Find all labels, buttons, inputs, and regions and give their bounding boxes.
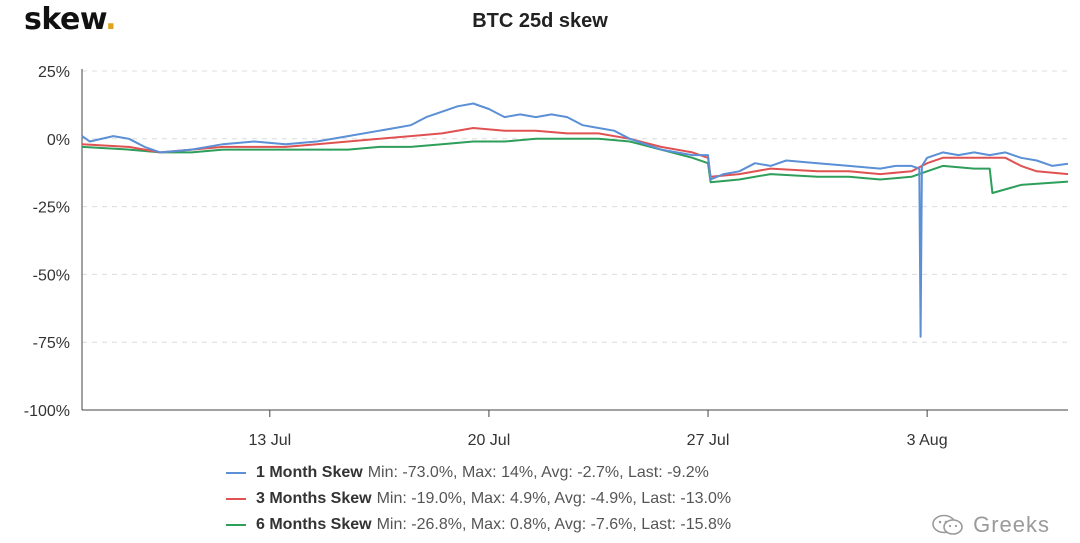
legend-swatch (226, 524, 246, 526)
y-tick-label: 25% (38, 64, 70, 81)
legend-series-name: 6 Months Skew (256, 516, 372, 533)
y-tick-labels: 25% 0% -25% -50% -75% -100% (24, 64, 70, 420)
legend-series-stats: Min: -19.0%, Max: 4.9%, Avg: -4.9%, Last… (376, 490, 732, 507)
legend-item-3-months-skew[interactable]: 3 Months Skew Min: -19.0%, Max: 4.9%, Avg… (226, 486, 731, 512)
y-tick-label: -100% (24, 403, 70, 420)
y-tick-label: 0% (47, 132, 70, 149)
y-tick-label: -75% (33, 335, 70, 352)
legend-swatch (226, 472, 246, 474)
skew-logo: skew. (24, 2, 117, 37)
legend-series-stats: Min: -26.8%, Max: 0.8%, Avg: -7.6%, Last… (376, 516, 732, 533)
watermark: Greeks (931, 512, 1050, 538)
axes (81, 69, 1068, 417)
legend-series-name: 3 Months Skew (256, 490, 372, 507)
x-tick-label: 27 Jul (687, 432, 730, 449)
legend-item-1-month-skew[interactable]: 1 Month Skew Min: -73.0%, Max: 14%, Avg: … (226, 460, 731, 486)
chart-title: BTC 25d skew (472, 10, 608, 32)
x-tick-labels: 13 Jul 20 Jul 27 Jul 3 Aug (248, 432, 947, 449)
x-tick-label: 13 Jul (248, 432, 291, 449)
brand-dot: . (105, 2, 117, 37)
6-months-skew-line (81, 137, 1069, 194)
series-lines (81, 102, 1069, 338)
wechat-icon (932, 514, 963, 535)
y-tick-label: -25% (33, 200, 70, 217)
1-month-skew-line (81, 102, 1069, 338)
legend: 1 Month Skew Min: -73.0%, Max: 14%, Avg: … (226, 460, 731, 538)
brand-name: skew (24, 2, 106, 37)
legend-series-stats: Min: -73.0%, Max: 14%, Avg: -2.7%, Last:… (367, 464, 709, 481)
watermark-text: Greeks (973, 512, 1050, 537)
legend-swatch (226, 498, 246, 500)
legend-item-6-months-skew[interactable]: 6 Months Skew Min: -26.8%, Max: 0.8%, Avg… (226, 512, 731, 538)
x-tick-label: 20 Jul (468, 432, 511, 449)
x-tick-label: 3 Aug (907, 432, 948, 449)
y-tick-label: -50% (33, 267, 70, 284)
legend-series-name: 1 Month Skew (256, 464, 363, 481)
skew-line-chart: 25% 0% -25% -50% -75% -100% 13 Jul 20 Jul 27 Ju… (24, 64, 1069, 449)
